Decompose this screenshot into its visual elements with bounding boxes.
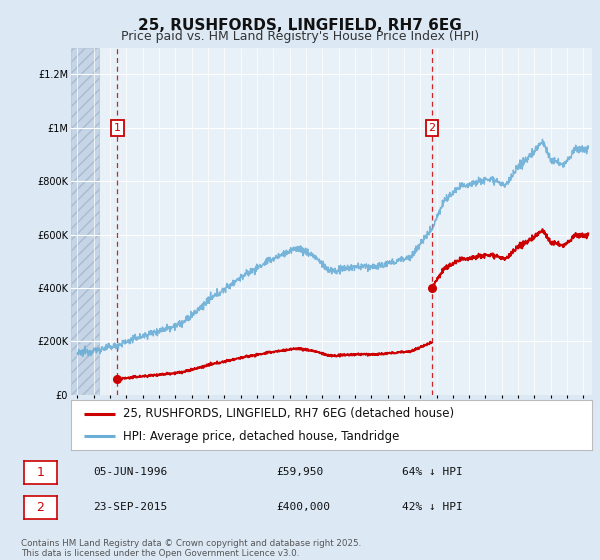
Text: 25, RUSHFORDS, LINGFIELD, RH7 6EG (detached house): 25, RUSHFORDS, LINGFIELD, RH7 6EG (detac… — [123, 407, 454, 420]
Text: 2: 2 — [428, 123, 436, 133]
Text: £400,000: £400,000 — [276, 502, 330, 512]
Text: 1: 1 — [37, 466, 44, 479]
Text: £59,950: £59,950 — [276, 467, 323, 477]
Text: 25, RUSHFORDS, LINGFIELD, RH7 6EG: 25, RUSHFORDS, LINGFIELD, RH7 6EG — [138, 18, 462, 33]
Text: 2: 2 — [37, 501, 44, 514]
Text: 42% ↓ HPI: 42% ↓ HPI — [402, 502, 463, 512]
Text: Contains HM Land Registry data © Crown copyright and database right 2025.
This d: Contains HM Land Registry data © Crown c… — [21, 539, 361, 558]
Text: Price paid vs. HM Land Registry's House Price Index (HPI): Price paid vs. HM Land Registry's House … — [121, 30, 479, 43]
Text: 1: 1 — [114, 123, 121, 133]
Text: HPI: Average price, detached house, Tandridge: HPI: Average price, detached house, Tand… — [123, 430, 399, 443]
Text: 64% ↓ HPI: 64% ↓ HPI — [402, 467, 463, 477]
Text: 05-JUN-1996: 05-JUN-1996 — [93, 467, 167, 477]
Bar — [71, 48, 98, 395]
Text: 23-SEP-2015: 23-SEP-2015 — [93, 502, 167, 512]
